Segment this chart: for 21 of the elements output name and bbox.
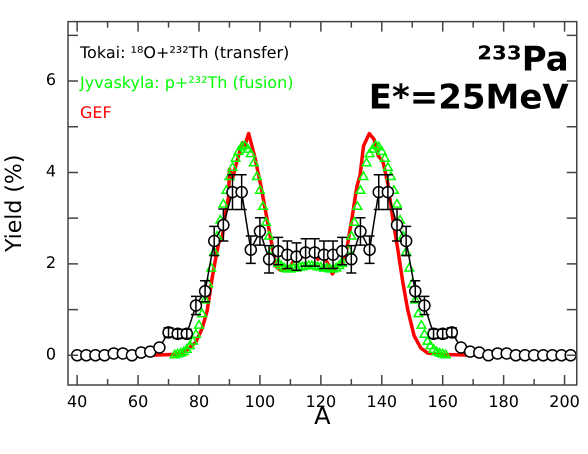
y-tick-label: 6 bbox=[46, 70, 56, 90]
point bbox=[144, 345, 157, 358]
text: Tokai: ¹⁸O+²³²Th (transfer) bbox=[79, 42, 290, 62]
y-tick-label: 2 bbox=[46, 253, 56, 272]
x-tick-label: 60 bbox=[128, 392, 148, 411]
x-tick-label: 140 bbox=[366, 392, 398, 411]
x-tick-label: 200 bbox=[549, 392, 580, 411]
point bbox=[153, 341, 166, 354]
text: GEF bbox=[80, 102, 112, 122]
x-tick-label: 180 bbox=[488, 392, 519, 411]
y-tick-label: 0 bbox=[46, 344, 56, 364]
annotation: ²³³Pa bbox=[477, 39, 569, 80]
x-tick-label: 160 bbox=[427, 392, 458, 411]
y-tick-label: 4 bbox=[46, 162, 56, 181]
x-tick-label: 80 bbox=[188, 392, 210, 411]
annotation: E*=25MeV bbox=[368, 77, 570, 118]
point bbox=[454, 341, 468, 354]
x-tick-label: 40 bbox=[66, 392, 88, 411]
y-axis-title: Yield (%) bbox=[2, 154, 27, 254]
x-tick-label: 100 bbox=[244, 392, 276, 411]
text: Jyvaskyla: p+²³²Th (fusion) bbox=[79, 72, 294, 92]
